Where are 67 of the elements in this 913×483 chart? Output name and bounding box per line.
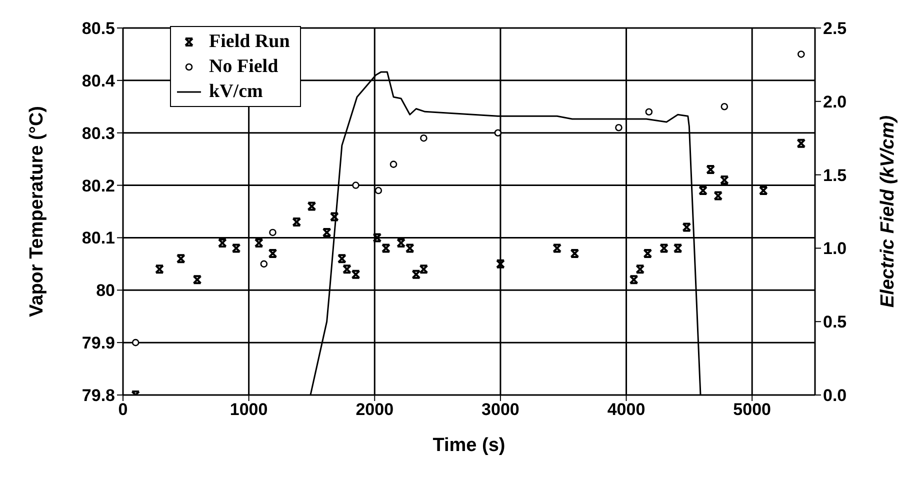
point — [260, 260, 268, 268]
point — [254, 238, 264, 248]
y-tick-label: 80.2 — [82, 176, 115, 196]
point — [552, 244, 562, 253]
point — [352, 182, 360, 189]
x-tick-label: 3000 — [482, 400, 520, 420]
point — [337, 254, 346, 264]
y-tick-label: 79.9 — [82, 334, 115, 353]
point — [218, 238, 227, 248]
y-tick-label: 80.5 — [82, 19, 115, 38]
point — [673, 244, 682, 253]
y2-tick-label: 1.0 — [823, 239, 847, 258]
point — [292, 217, 302, 226]
point — [758, 186, 768, 196]
point — [496, 259, 505, 268]
x-tick-label: 5000 — [733, 400, 772, 420]
legend-label: Field Run — [209, 30, 290, 52]
point — [643, 248, 652, 258]
y-tick-label: 79.8 — [82, 386, 115, 406]
legend-label: No Field — [209, 56, 278, 78]
y2-tick-label: 1.5 — [823, 166, 847, 185]
x-tick-label: 2000 — [356, 400, 394, 420]
point — [374, 186, 382, 194]
point — [268, 248, 278, 258]
y2-tick-label: 2.5 — [823, 19, 847, 38]
point — [494, 129, 502, 137]
legend-label: kV/cm — [209, 80, 263, 102]
point — [419, 264, 428, 274]
y-tick-label: 80 — [96, 281, 115, 300]
point — [796, 138, 806, 148]
point — [420, 134, 428, 142]
point — [798, 50, 805, 58]
y-tick-label: 80.1 — [82, 228, 115, 248]
point — [269, 228, 276, 236]
point — [714, 191, 723, 200]
point — [615, 124, 622, 132]
y-tick-label: 80.3 — [82, 124, 115, 143]
y2-tick-label: 2.0 — [823, 92, 847, 112]
point — [390, 160, 398, 168]
point — [636, 264, 645, 274]
y2-axis-title: Electric Field (kV/cm) — [878, 115, 899, 308]
x-axis-title: Time (s) — [432, 435, 506, 456]
y2-tick-label: 0.5 — [823, 312, 847, 332]
y-tick-label: 80.4 — [82, 71, 116, 90]
x-tick-label: 1000 — [230, 400, 268, 420]
point — [720, 102, 728, 110]
y-axis-title: Vapor Temperature (°C) — [26, 106, 48, 318]
point — [132, 338, 140, 346]
point — [682, 222, 692, 232]
point — [645, 108, 653, 116]
point — [192, 275, 202, 284]
point — [322, 228, 332, 237]
point — [176, 254, 186, 264]
x-tick-label: 0 — [118, 400, 128, 420]
point — [154, 264, 164, 274]
point — [706, 165, 716, 174]
point — [307, 202, 316, 211]
point — [698, 186, 708, 196]
point — [232, 244, 241, 253]
point — [330, 212, 339, 222]
point — [570, 248, 580, 258]
point — [660, 244, 669, 253]
y2-tick-label: 0.0 — [823, 386, 847, 406]
point — [720, 176, 729, 185]
point — [412, 270, 421, 279]
point — [629, 275, 638, 284]
x-tick-label: 4000 — [607, 400, 646, 420]
